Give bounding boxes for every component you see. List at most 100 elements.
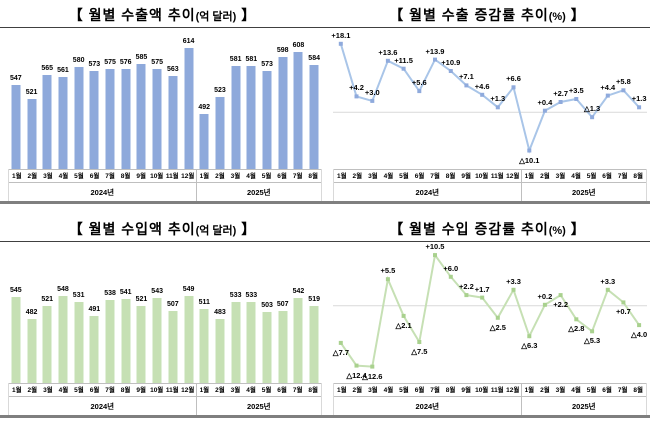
bar-value-label: 545: [10, 287, 22, 295]
data-point-marker: [558, 293, 563, 298]
month-tick: 1월: [11, 387, 22, 394]
chart-title-bracket: 】: [565, 7, 586, 23]
bar: [199, 309, 209, 383]
panel-bottom-rule: [325, 415, 650, 418]
bar-column: 549: [181, 243, 197, 383]
month-tick: 8월: [308, 173, 318, 180]
bar-column: 547: [8, 29, 24, 169]
bar-value-label: 523: [214, 87, 226, 95]
bar-value-label: 576: [119, 58, 132, 66]
bar-column: 507: [165, 243, 181, 383]
chart-title: 【 월별 수입 증감률 추이(%) 】: [325, 217, 650, 241]
title-underline: [0, 241, 325, 242]
point-value-label: +3.0: [364, 87, 380, 97]
month-tick: 9월: [136, 173, 146, 180]
data-point-marker: [417, 340, 422, 344]
point-value-label: △12.4: [346, 370, 367, 380]
month-tick: 4월: [383, 387, 394, 394]
bar: [278, 57, 288, 169]
bar-column: 580: [71, 29, 87, 169]
month-tick: 1월: [11, 173, 22, 180]
import-growth-plot-area: △7.7 △12.4 △12.6 +5.5 △2.1 △7.5 +10.5 +6.0 +2.2 +…: [333, 242, 647, 383]
export-amount-category-axis: 1월 2월 3월 4월 5월 6월 7월 8월 9월 10월 11월 12월 2024년 1월 2월 3월 4월…: [8, 169, 322, 201]
chart-title: 【 월별 수입액 추이(억 달러) 】: [0, 217, 325, 241]
month-tick: 7월: [292, 173, 303, 180]
title-underline: [325, 241, 650, 242]
month-tick-row: 1월 2월 3월 4월 5월 6월 7월 8월: [196, 383, 321, 397]
bar: [215, 319, 225, 383]
month-tick: 8월: [633, 387, 643, 394]
bar-value-label: 598: [276, 47, 289, 54]
month-tick: 4월: [383, 173, 394, 180]
point-value-label: △2.8: [568, 324, 585, 334]
month-tick: 5월: [586, 387, 597, 394]
bar-value-label: 507: [167, 300, 179, 308]
month-tick: 8월: [633, 173, 643, 180]
bar: [74, 302, 84, 383]
bar: [309, 306, 319, 383]
bar: [58, 76, 68, 169]
bar-value-label: 519: [308, 296, 320, 304]
point-value-label: △5.3: [583, 336, 601, 346]
bar-column: 538: [102, 243, 118, 383]
month-tick: 5월: [261, 173, 272, 180]
point-value-label: +1.7: [474, 284, 490, 294]
data-point-marker: [542, 302, 547, 307]
month-tick: 4월: [246, 173, 256, 180]
month-tick: 6월: [414, 173, 425, 180]
bar-value-label: 482: [25, 309, 38, 317]
bar-column: 507: [275, 243, 291, 383]
data-point-marker: [605, 287, 610, 292]
year-group: 1월 2월 3월 4월 5월 6월 7월 8월 2025년: [195, 383, 321, 415]
bar: [168, 310, 178, 383]
month-tick: 6월: [89, 173, 100, 180]
bar: [278, 310, 288, 383]
bar: [293, 51, 303, 169]
bar-value-label: 483: [214, 309, 226, 316]
chart-title-bracket: 】: [565, 221, 586, 237]
bar: [152, 297, 162, 383]
point-value-label: △2.1: [395, 320, 412, 330]
import-growth-category-axis: 1월 2월 3월 4월 5월 6월 7월 8월 9월 10월 11월 12월 2024년 1월 2월 3월 4월…: [333, 383, 647, 415]
export-growth-plot-area: +18.1 +4.2 +3.0 +13.6 +11.5 +5.6 +13.9 +10.9 +7.…: [331, 29, 647, 169]
month-tick-row: 1월 2월 3월 4월 5월 6월 7월 8월: [521, 383, 646, 397]
bar: [152, 69, 162, 169]
bar-column: 573: [87, 29, 103, 169]
chart-title: 【 월별 수출액 추이(억 달러) 】: [0, 3, 325, 27]
data-point-marker: [495, 315, 500, 320]
year-group: 1월 2월 3월 4월 5월 6월 7월 8월 2025년: [195, 169, 321, 201]
point-value-label: +6.6: [506, 74, 521, 84]
bar-column: 565: [39, 29, 55, 169]
month-tick: 11월: [490, 387, 504, 394]
bar-column: 563: [165, 29, 181, 169]
year-label: 2025년: [247, 188, 271, 197]
bar-value-label: 584: [308, 54, 320, 62]
month-tick: 12월: [506, 173, 520, 180]
data-point-marker: [574, 317, 579, 322]
bar: [262, 70, 272, 169]
data-point-marker: [338, 41, 343, 46]
export-growth-category-axis: 1월 2월 3월 4월 5월 6월 7월 8월 9월 10월 11월 12월 2024년 1월 2월 3월 4월…: [333, 169, 647, 201]
month-tick: 12월: [506, 387, 520, 394]
point-value-label: +5.6: [411, 78, 427, 88]
data-point-marker: [385, 277, 390, 282]
month-tick: 6월: [602, 387, 612, 394]
bar: [105, 69, 115, 169]
bar-value-label: 563: [167, 65, 179, 73]
bar-value-label: 511: [198, 299, 210, 307]
panel-bottom-rule: [325, 201, 650, 204]
bar-column: 561: [55, 29, 71, 169]
bar-value-label: 531: [72, 292, 85, 300]
month-tick: 8월: [120, 387, 131, 394]
bar: [246, 66, 256, 169]
month-tick: 2월: [352, 387, 363, 394]
month-tick: 10월: [475, 173, 489, 180]
point-value-label: +10.9: [441, 58, 461, 67]
bar-value-label: 521: [135, 295, 148, 303]
chart-title: 【 월별 수출 증감률 추이(%) 】: [325, 3, 650, 27]
bar-value-label: 521: [25, 88, 38, 96]
year-label: 2024년: [415, 402, 440, 411]
bar-value-label: 533: [245, 291, 258, 299]
month-tick: 9월: [461, 387, 471, 394]
